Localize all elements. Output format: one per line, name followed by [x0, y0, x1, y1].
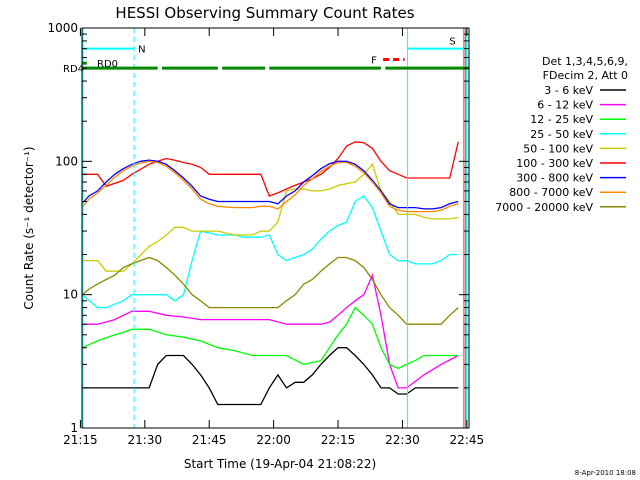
series-line-1	[82, 273, 459, 389]
x-axis-ticks: 21:15 21:30 21:45 22:00 22:15 22:30 22:45	[63, 28, 484, 447]
y-axis-ticks: 1 10 100 1000	[47, 21, 469, 435]
legend-entry-5: 100 - 300 keV	[516, 157, 593, 170]
x-tick-label-5: 22:30	[385, 433, 420, 447]
legend-entry-1: 6 - 12 keV	[537, 99, 593, 112]
series-line-5	[82, 141, 459, 197]
series-line-4	[82, 162, 459, 272]
legend-header-1: FDecim 2, Att 0	[543, 69, 628, 82]
annotations: RD0 RD4 N F S	[63, 28, 469, 428]
series-line-0	[82, 347, 459, 406]
x-tick-label-1: 21:30	[128, 433, 163, 447]
y-tick-label-2: 100	[55, 154, 78, 168]
legend-entry-0: 3 - 6 keV	[544, 84, 593, 97]
legend-entry-3: 25 - 50 keV	[530, 128, 593, 141]
x-tick-label-2: 21:45	[192, 433, 227, 447]
series-line-2	[81, 306, 459, 370]
series-line-8	[81, 256, 459, 325]
chart-title: HESSI Observing Summary Count Rates	[115, 4, 414, 22]
legend-entry-4: 50 - 100 keV	[523, 142, 593, 155]
rd4-label: RD4	[63, 64, 84, 75]
f-label: F	[371, 56, 377, 67]
y-tick-label-3: 1000	[47, 21, 78, 35]
x-tick-label-6: 22:45	[450, 433, 485, 447]
legend-entry-6: 300 - 800 keV	[516, 172, 593, 185]
legend: Det 1,3,4,5,6,9,FDecim 2, Att 0 3 - 6 keV…	[495, 55, 628, 214]
plot-frame	[81, 27, 470, 429]
series-line-6	[81, 159, 459, 210]
series-line-7	[81, 160, 459, 213]
legend-entry-8: 7000 - 20000 keV	[495, 201, 593, 214]
y-tick-label-1: 10	[63, 288, 78, 302]
n-label: N	[138, 45, 145, 56]
legend-entry-2: 12 - 25 keV	[530, 113, 593, 126]
s-label: S	[449, 37, 455, 48]
x-axis-label: Start Time (19-Apr-04 21:08:22)	[184, 457, 376, 471]
plot-area	[81, 141, 459, 406]
y-axis-label: Count Rate (s⁻¹ detector⁻¹)	[22, 146, 36, 309]
x-tick-label-3: 22:00	[256, 433, 291, 447]
x-tick-label-4: 22:15	[321, 433, 356, 447]
series-line-3	[81, 195, 459, 309]
footer-timestamp: 8-Apr-2010 18:08	[575, 469, 636, 477]
y-tick-label-0: 1	[70, 421, 78, 435]
legend-header-0: Det 1,3,4,5,6,9,	[542, 55, 628, 68]
legend-entry-7: 800 - 7000 keV	[509, 186, 593, 199]
rd0-label: RD0	[97, 59, 118, 70]
x-tick-label-0: 21:15	[63, 433, 98, 447]
